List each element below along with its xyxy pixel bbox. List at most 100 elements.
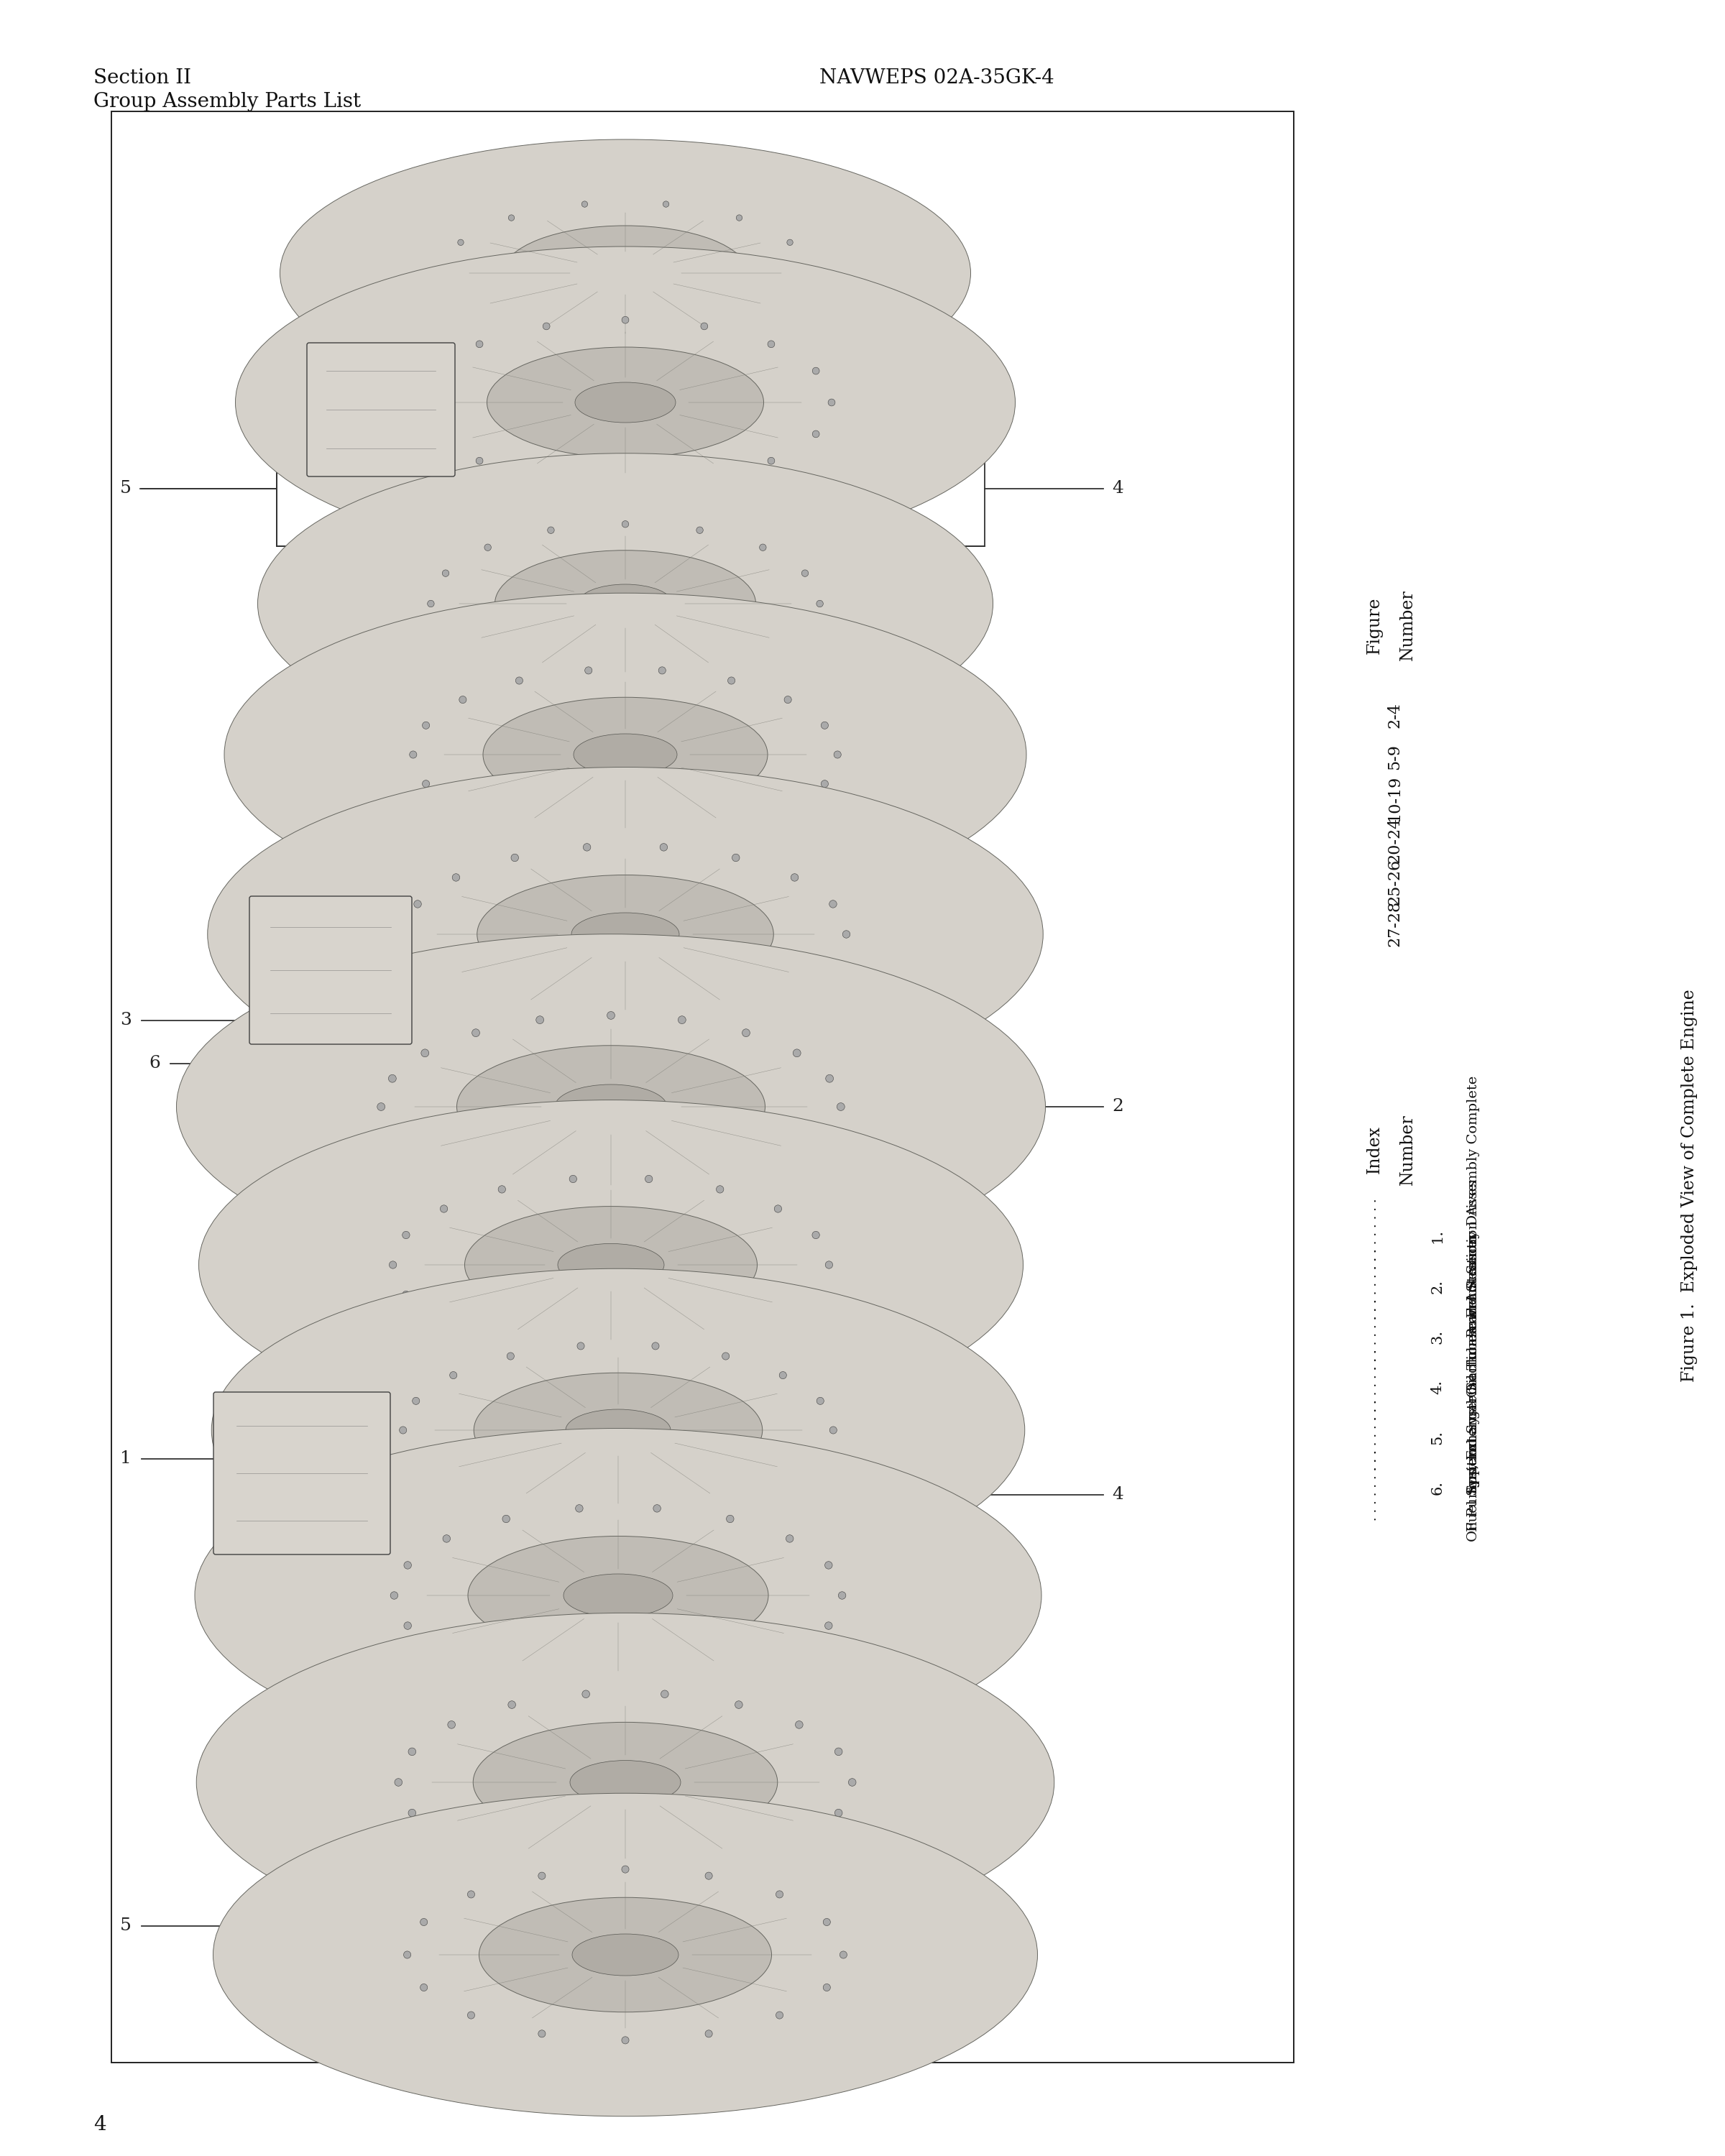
Circle shape xyxy=(785,806,792,813)
Circle shape xyxy=(790,873,799,882)
Circle shape xyxy=(390,1591,398,1600)
Text: Figure 1.  Exploded View of Complete Engine: Figure 1. Exploded View of Complete Engi… xyxy=(1680,990,1697,1382)
Circle shape xyxy=(787,300,794,306)
Circle shape xyxy=(830,1427,837,1434)
Circle shape xyxy=(728,677,735,683)
Text: 4: 4 xyxy=(1113,1488,1123,1503)
Circle shape xyxy=(536,1015,543,1024)
Circle shape xyxy=(585,666,592,675)
Circle shape xyxy=(509,326,514,332)
Circle shape xyxy=(823,1984,830,1992)
Circle shape xyxy=(457,239,464,246)
Ellipse shape xyxy=(374,302,876,502)
Circle shape xyxy=(585,834,592,843)
Circle shape xyxy=(780,1481,787,1490)
Text: 5: 5 xyxy=(121,1919,131,1934)
Circle shape xyxy=(728,826,735,832)
Ellipse shape xyxy=(502,226,749,321)
Circle shape xyxy=(840,1951,847,1958)
Circle shape xyxy=(578,1343,585,1350)
Circle shape xyxy=(821,780,828,787)
Circle shape xyxy=(452,873,461,882)
Circle shape xyxy=(816,1397,825,1404)
Circle shape xyxy=(412,1455,419,1464)
Ellipse shape xyxy=(350,1492,897,1708)
Circle shape xyxy=(776,2012,783,2018)
Text: 5.: 5. xyxy=(1430,1429,1444,1445)
Circle shape xyxy=(812,1231,819,1240)
Ellipse shape xyxy=(474,1373,762,1488)
Circle shape xyxy=(578,1511,585,1518)
Ellipse shape xyxy=(331,996,892,1218)
Text: 6.: 6. xyxy=(1430,1481,1444,1494)
Text: 27-28: 27-28 xyxy=(1387,901,1402,946)
Circle shape xyxy=(502,1669,511,1675)
Text: Power Section: Power Section xyxy=(1466,1235,1480,1337)
Circle shape xyxy=(726,1669,733,1675)
Circle shape xyxy=(833,750,842,759)
Ellipse shape xyxy=(380,306,883,507)
Circle shape xyxy=(516,826,523,832)
Ellipse shape xyxy=(235,246,1016,558)
Ellipse shape xyxy=(581,257,669,291)
Circle shape xyxy=(431,367,438,375)
Circle shape xyxy=(678,1190,687,1197)
Ellipse shape xyxy=(345,1158,876,1371)
Ellipse shape xyxy=(355,826,895,1041)
FancyBboxPatch shape xyxy=(214,1393,390,1554)
Text: . . . . . . . . .: . . . . . . . . . xyxy=(1366,1248,1380,1324)
Ellipse shape xyxy=(366,1854,897,2063)
Circle shape xyxy=(662,338,669,345)
Text: 4: 4 xyxy=(93,2115,107,2134)
FancyBboxPatch shape xyxy=(250,897,412,1044)
Circle shape xyxy=(423,722,430,729)
Circle shape xyxy=(645,1348,652,1354)
Circle shape xyxy=(716,1337,724,1343)
Circle shape xyxy=(835,1749,842,1755)
Ellipse shape xyxy=(350,1162,883,1376)
Circle shape xyxy=(536,1190,543,1197)
Circle shape xyxy=(467,2012,474,2018)
Circle shape xyxy=(388,1074,397,1082)
Circle shape xyxy=(735,1701,742,1708)
Circle shape xyxy=(662,201,669,207)
Circle shape xyxy=(457,300,464,306)
Circle shape xyxy=(509,1701,516,1708)
Text: 5-9: 5-9 xyxy=(1387,744,1402,770)
Circle shape xyxy=(806,270,811,276)
Circle shape xyxy=(678,1015,687,1024)
Circle shape xyxy=(768,341,775,347)
Ellipse shape xyxy=(367,651,885,858)
Ellipse shape xyxy=(355,1326,880,1535)
Circle shape xyxy=(476,341,483,347)
Circle shape xyxy=(816,1455,825,1464)
Circle shape xyxy=(723,1352,730,1360)
Circle shape xyxy=(390,1261,397,1268)
Circle shape xyxy=(790,987,799,994)
Ellipse shape xyxy=(402,188,849,360)
Circle shape xyxy=(645,1175,652,1184)
Text: Group Assembly Parts List: Group Assembly Parts List xyxy=(93,93,361,112)
Circle shape xyxy=(378,1104,385,1110)
Circle shape xyxy=(731,854,740,862)
Text: 1: 1 xyxy=(121,1451,131,1466)
Text: 3.: 3. xyxy=(1430,1330,1444,1343)
Text: NAVWEPS 02A-35GK-4: NAVWEPS 02A-35GK-4 xyxy=(819,69,1054,88)
Circle shape xyxy=(516,677,523,683)
Circle shape xyxy=(404,1561,412,1570)
Circle shape xyxy=(499,1186,505,1192)
Circle shape xyxy=(607,1011,614,1020)
Text: 2-4: 2-4 xyxy=(1387,703,1402,729)
Ellipse shape xyxy=(359,1850,892,2059)
Circle shape xyxy=(735,1856,742,1863)
Ellipse shape xyxy=(555,1084,668,1130)
Circle shape xyxy=(402,1291,411,1298)
Circle shape xyxy=(476,457,483,464)
Ellipse shape xyxy=(176,934,1045,1279)
Ellipse shape xyxy=(566,1410,671,1451)
Circle shape xyxy=(485,658,492,664)
Ellipse shape xyxy=(483,696,768,813)
Circle shape xyxy=(838,1591,845,1600)
Text: Index: Index xyxy=(1366,1125,1382,1173)
Circle shape xyxy=(621,2037,630,2044)
